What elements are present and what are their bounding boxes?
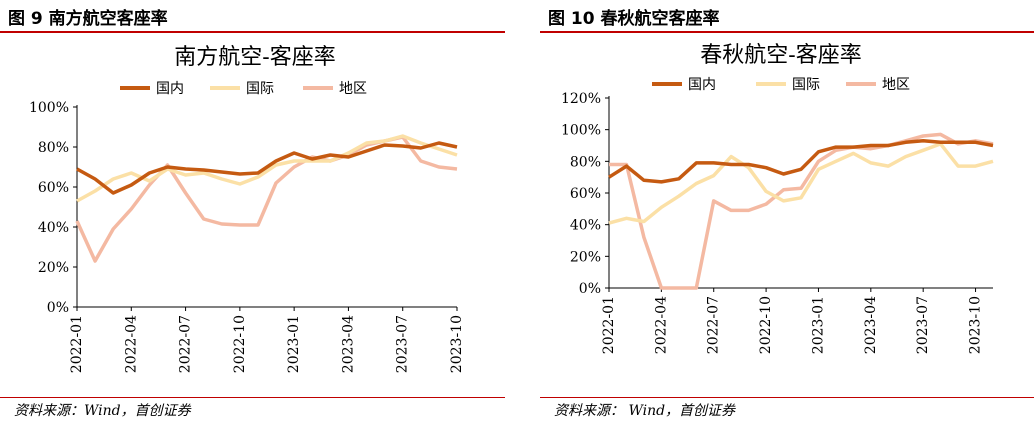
- y-tick-label: 80%: [570, 154, 601, 170]
- legend-item-regional: 地区: [303, 81, 367, 97]
- y-tick-label: 80%: [38, 140, 69, 156]
- y-tick-label: 100%: [29, 100, 69, 116]
- caption-divider: [0, 31, 505, 33]
- series-line-regional: [75, 135, 458, 263]
- x-tick-label: 2022-10: [758, 296, 774, 354]
- x-tick-label: 2022-04: [123, 315, 139, 373]
- legend-item-regional: 地区: [846, 77, 910, 93]
- legend-item-domestic: 国内: [120, 81, 184, 97]
- y-tick-label: 100%: [561, 123, 601, 139]
- x-tick-label: 2023-01: [810, 296, 826, 354]
- series-line-domestic: [76, 141, 458, 195]
- legend-label: 国内: [688, 77, 716, 93]
- legend-item-domestic: 国内: [652, 77, 716, 93]
- x-tick-label: 2022-01: [69, 315, 85, 373]
- y-tick-label: 60%: [570, 186, 601, 202]
- series-line-domestic: [608, 139, 994, 184]
- legend-label: 地区: [882, 77, 910, 93]
- x-tick-label: 2023-04: [340, 315, 356, 373]
- source-note: 资料来源： Wind，首创证券: [554, 403, 736, 419]
- legend-label: 国际: [246, 81, 274, 97]
- source-divider: [0, 397, 505, 398]
- y-tick-label: 120%: [561, 91, 601, 107]
- series-line-international: [608, 142, 994, 225]
- legend-label: 国际: [792, 77, 820, 93]
- y-tick-label: 0%: [47, 300, 69, 316]
- x-tick-label: 2022-10: [232, 315, 248, 373]
- x-tick-label: 2023-10: [968, 296, 984, 354]
- source-divider: [540, 397, 1034, 398]
- figure-panel-1: 图 9 南方航空客座率 南方航空-客座率国内 国际 地区 0% 20% 40% 60% 80%…: [0, 0, 505, 424]
- x-tick-label: 2023-07: [915, 296, 931, 354]
- x-tick-label: 2022-07: [706, 296, 722, 354]
- y-tick-label: 60%: [38, 180, 69, 196]
- legend-label: 地区: [339, 81, 367, 97]
- legend-item-international: 国际: [210, 81, 274, 97]
- x-tick-label: 2023-10: [449, 315, 465, 373]
- x-tick-label: 2022-04: [653, 296, 669, 354]
- y-tick-label: 40%: [38, 220, 69, 236]
- x-tick-label: 2023-07: [395, 315, 411, 373]
- chart-title: 春秋航空-客座率: [700, 43, 861, 68]
- x-tick-label: 2023-01: [286, 315, 302, 373]
- figure-panel-2: 图 10 春秋航空客座率 春秋航空-客座率国内 国际 地区 0% 20% 40% 60% 80…: [540, 0, 1034, 424]
- legend-label: 国内: [156, 81, 184, 97]
- x-tick-label: 2022-07: [178, 315, 194, 373]
- figure-caption: 图 9 南方航空客座率: [8, 9, 168, 29]
- legend-item-international: 国际: [756, 77, 820, 93]
- x-tick-label: 2022-01: [601, 296, 617, 354]
- x-tick-label: 2023-04: [863, 296, 879, 354]
- figure-caption: 图 10 春秋航空客座率: [548, 9, 720, 29]
- series-line-regional: [609, 132, 994, 290]
- caption-divider: [540, 31, 1034, 33]
- y-tick-label: 20%: [570, 249, 601, 265]
- source-note: 资料来源：Wind，首创证券: [14, 403, 191, 419]
- y-tick-label: 0%: [579, 281, 601, 297]
- y-tick-label: 40%: [570, 218, 601, 234]
- chart-title: 南方航空-客座率: [174, 45, 335, 70]
- y-tick-label: 20%: [38, 260, 69, 276]
